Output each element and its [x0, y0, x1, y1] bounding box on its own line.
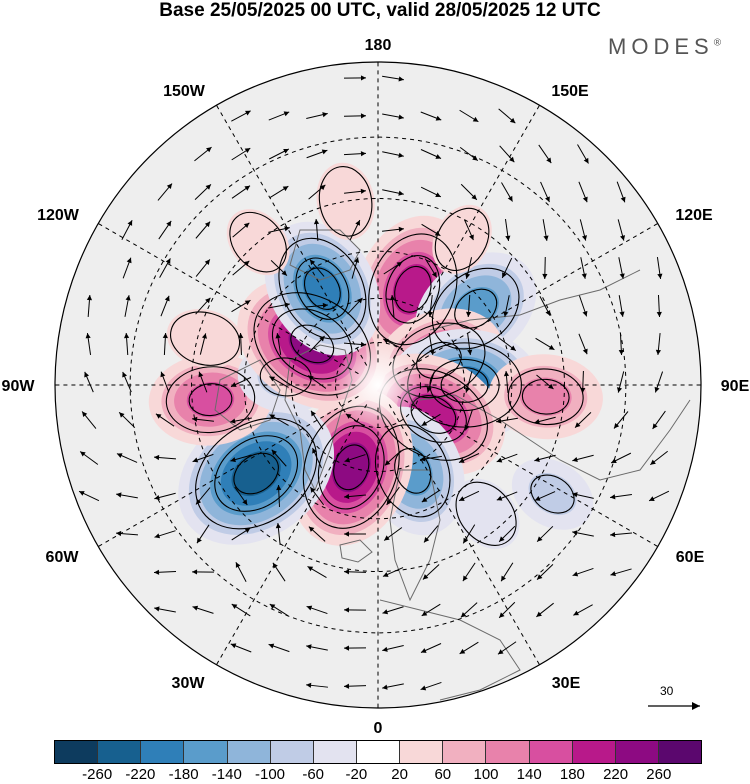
colorbar-swatch [530, 741, 573, 763]
lon-label-120e: 120E [675, 207, 713, 224]
colorbar-tick-label: 260 [646, 766, 671, 783]
lon-label-90e: 90E [721, 378, 750, 395]
colorbar-tick-label: -100 [255, 766, 285, 783]
colorbar-swatch [141, 741, 184, 763]
lon-label-60w: 60W [46, 549, 80, 566]
colorbar-swatch [184, 741, 227, 763]
colorbar [54, 740, 702, 764]
lon-label-180: 180 [365, 37, 392, 54]
colorbar-swatch [271, 741, 314, 763]
colorbar-swatch [357, 741, 400, 763]
colorbar-swatch [443, 741, 486, 763]
colorbar-tick-label: 60 [434, 766, 451, 783]
lon-label-90w: 90W [2, 378, 36, 395]
colorbar-swatch [55, 741, 98, 763]
colorbar-swatch [314, 741, 357, 763]
lon-label-150w: 150W [163, 83, 206, 100]
lon-label-150e: 150E [551, 83, 589, 100]
lon-label-30w: 30W [172, 675, 206, 692]
colorbar-tick-label: 100 [473, 766, 498, 783]
colorbar-swatch [98, 741, 141, 763]
colorbar-swatch [486, 741, 529, 763]
reference-vector-label: 30 [660, 684, 673, 698]
colorbar-swatch [400, 741, 443, 763]
reference-arrow-head [692, 702, 700, 710]
colorbar-ticks: -260 -220 -180 -140 -100 -60 -20 20 60 100 140 180 2… [54, 766, 702, 784]
colorbar-tick-label: 20 [391, 766, 408, 783]
colorbar-tick-label: -180 [169, 766, 199, 783]
lon-label-120w: 120W [37, 207, 80, 224]
colorbar-tick-label: 180 [560, 766, 585, 783]
colorbar-swatch [573, 741, 616, 763]
colorbar-tick-label: -220 [125, 766, 155, 783]
colorbar-tick-label: -20 [346, 766, 368, 783]
colorbar-tick-label: -140 [212, 766, 242, 783]
reference-vector [648, 702, 700, 710]
lon-label-60e: 60E [676, 549, 705, 566]
lon-label-30e: 30E [552, 675, 581, 692]
colorbar-swatch [659, 741, 701, 763]
lon-label-0: 0 [374, 720, 383, 737]
colorbar-tick-label: 140 [517, 766, 542, 783]
colorbar-swatch [616, 741, 659, 763]
colorbar-swatch [228, 741, 271, 763]
colorbar-tick-label: 220 [603, 766, 628, 783]
colorbar-tick-label: -60 [302, 766, 324, 783]
colorbar-tick-label: -260 [82, 766, 112, 783]
